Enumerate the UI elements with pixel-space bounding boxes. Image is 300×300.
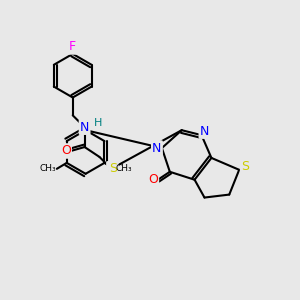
Text: CH₃: CH₃ <box>39 164 56 173</box>
Text: S: S <box>109 162 117 175</box>
Text: S: S <box>241 160 249 173</box>
Text: F: F <box>69 40 76 53</box>
Text: H: H <box>94 118 103 128</box>
Text: N: N <box>80 121 89 134</box>
Text: S: S <box>107 162 116 175</box>
Text: N: N <box>200 125 209 138</box>
Text: O: O <box>61 145 71 158</box>
Text: N: N <box>152 142 162 154</box>
Text: O: O <box>148 173 158 186</box>
Text: CH₃: CH₃ <box>116 164 132 173</box>
